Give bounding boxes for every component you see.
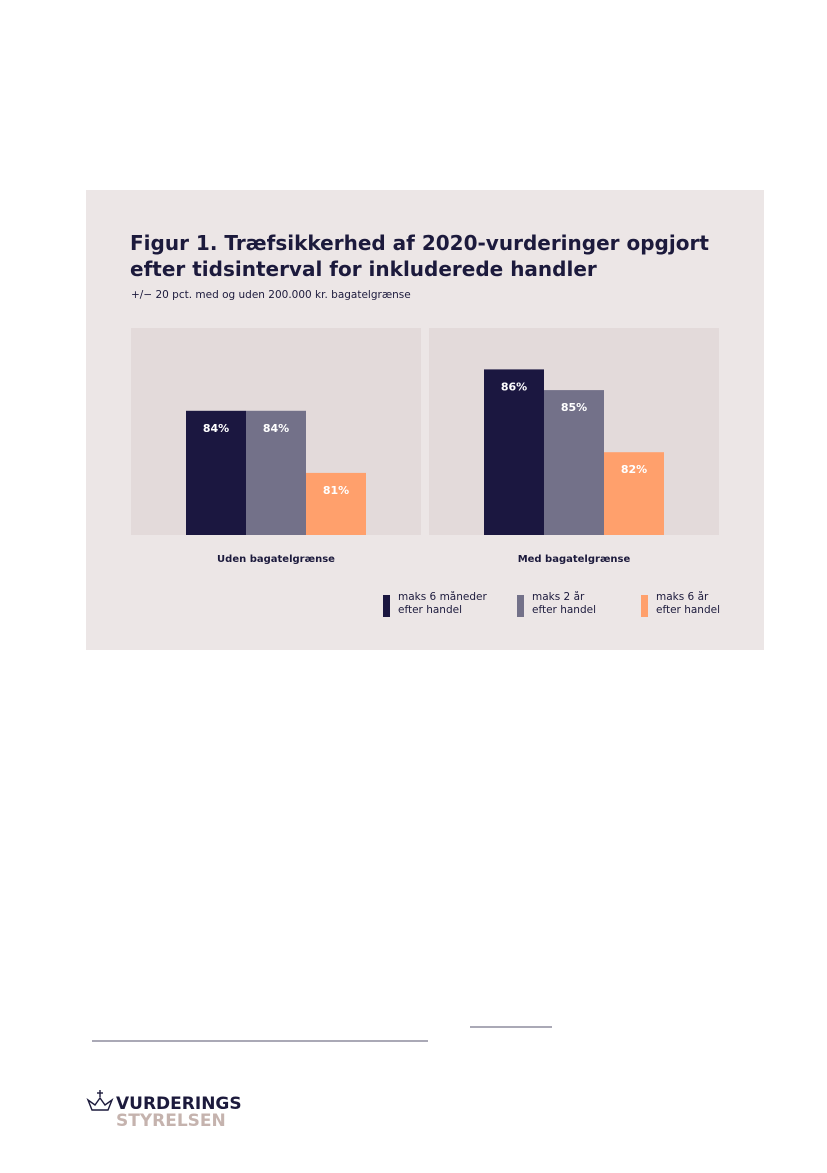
value-label: 81%	[323, 484, 349, 497]
logo-crown	[86, 1090, 114, 1111]
bar	[484, 369, 544, 535]
bar	[306, 472, 366, 535]
value-label: 82%	[621, 463, 647, 476]
legend-item: maks 6 måneder efter handel	[398, 591, 487, 616]
category-label: Med bagatelgrænse	[518, 554, 631, 565]
chart-title: Figur 1. Træfsikkerhed af 2020-vurdering…	[130, 231, 709, 281]
value-label: 85%	[561, 401, 587, 414]
title-box: Figur 1. Træfsikkerhed af 2020-vurdering…	[130, 231, 709, 281]
value-label: 84%	[263, 422, 289, 435]
legend-item: maks 6 år efter handel	[656, 591, 720, 616]
category-label: Uden bagatelgrænse	[217, 554, 335, 565]
legend-item: maks 2 år efter handel	[532, 591, 596, 616]
value-label: 86%	[501, 380, 527, 393]
logo-text: STYRELSEN	[116, 1111, 226, 1131]
bar	[186, 410, 246, 535]
logo-text: VURDERINGS	[116, 1094, 242, 1114]
legend-swatch	[641, 595, 648, 617]
bar	[604, 452, 664, 535]
bar	[544, 390, 604, 535]
legend-label: maks 2 år efter handel	[532, 591, 596, 616]
legend-swatch	[517, 595, 524, 617]
legend-swatch	[383, 595, 390, 617]
bar	[246, 410, 306, 535]
legend-label: maks 6 år efter handel	[656, 591, 720, 616]
legend-label: maks 6 måneder efter handel	[398, 591, 487, 616]
value-label: 84%	[203, 422, 229, 435]
chart-subtitle: +/− 20 pct. med og uden 200.000 kr. baga…	[131, 289, 411, 301]
